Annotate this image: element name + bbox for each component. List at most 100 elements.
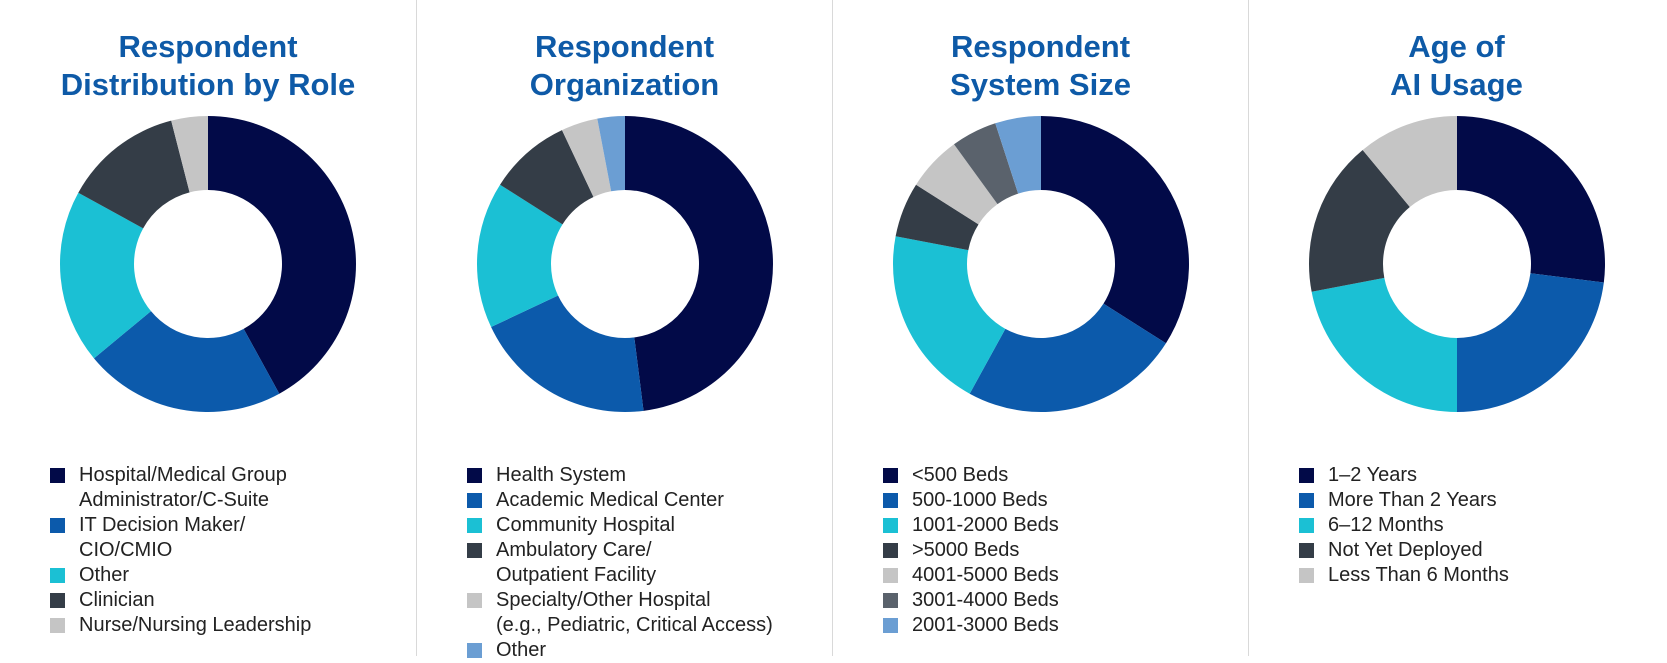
legend-label-line: (e.g., Pediatric, Critical Access) <box>496 614 773 636</box>
donut-slice-nurse-nursing-leadership <box>171 116 208 193</box>
legend-label-line: IT Decision Maker/ <box>79 514 246 536</box>
legend-item: Ambulatory Care/Outpatient Facility <box>467 538 773 588</box>
legend-swatch <box>50 568 65 583</box>
chart-title-line: Respondent <box>118 28 298 64</box>
legend-label: >5000 Beds <box>912 538 1019 563</box>
legend-item: More Than 2 Years <box>1299 488 1509 513</box>
legend-label-line: Community Hospital <box>496 514 675 536</box>
legend-label: Not Yet Deployed <box>1328 538 1483 563</box>
donut-chart <box>60 116 357 412</box>
chart-legend: <500 Beds 500-1000 Beds 1001-2000 Beds >500… <box>883 463 1059 638</box>
chart-title-line: Organization <box>529 66 720 102</box>
legend-swatch <box>1299 568 1314 583</box>
legend-item: 1001-2000 Beds <box>883 513 1059 538</box>
chart-panel-system-size: Respondent System Size <500 Beds 500-1000 … <box>832 0 1248 656</box>
legend-swatch <box>883 518 898 533</box>
legend-swatch <box>1299 543 1314 558</box>
legend-label: Specialty/Other Hospital (e.g., Pediatric… <box>496 588 773 638</box>
legend-swatch <box>467 518 482 533</box>
donut-slice-not-yet-deployed <box>1308 149 1410 292</box>
legend-swatch <box>50 593 65 608</box>
legend-label: Other <box>496 638 546 663</box>
donut-chart <box>892 116 1189 412</box>
legend-label-line: 6–12 Months <box>1328 514 1444 536</box>
legend-item: Health System <box>467 463 773 488</box>
donut-slice-1-2-years <box>1456 116 1605 283</box>
legend-item: Specialty/Other Hospital (e.g., Pediatric… <box>467 588 773 638</box>
legend-swatch <box>50 468 65 483</box>
donut-slice-more-than-2-years <box>1456 273 1604 412</box>
legend-swatch <box>1299 518 1314 533</box>
legend-label-line: Health System <box>496 464 627 486</box>
legend-label-line: More Than 2 Years <box>1328 489 1497 511</box>
legend-label: 4001-5000 Beds <box>912 563 1059 588</box>
legend-swatch <box>883 468 898 483</box>
legend-label-line: 4001-5000 Beds <box>912 564 1059 586</box>
legend-label: 3001-4000 Beds <box>912 588 1059 613</box>
legend-label-line: Hospital/Medical Group <box>79 464 287 486</box>
donut-slice-academic-medical-center <box>490 295 644 413</box>
chart-panel-ai-usage-age: Age of AI Usage 1–2 Years More Than 2 Year… <box>1248 0 1664 656</box>
legend-label: 2001-3000 Beds <box>912 613 1059 638</box>
legend-item: 2001-3000 Beds <box>883 613 1059 638</box>
legend-swatch <box>883 543 898 558</box>
legend-label-line: Less Than 6 Months <box>1328 564 1509 586</box>
legend-label-line: >5000 Beds <box>912 539 1020 561</box>
legend-swatch <box>467 643 482 658</box>
legend-label: Ambulatory Care/Outpatient Facility <box>496 538 656 588</box>
legend-label-line: 2001-3000 Beds <box>912 614 1059 636</box>
legend-swatch <box>883 493 898 508</box>
legend-label-line: Specialty/Other Hospital <box>496 589 711 611</box>
chart-legend: 1–2 Years More Than 2 Years 6–12 Months Not… <box>1299 463 1509 588</box>
legend-item: Academic Medical Center <box>467 488 773 513</box>
legend-label-line: Not Yet Deployed <box>1328 539 1483 561</box>
donut-slice-1001-2000-beds <box>892 236 1005 394</box>
donut-slice-specialty-other-hospital-e-g-pediatric-critical-access <box>561 118 611 198</box>
legend-item: Other <box>50 563 311 588</box>
donut-slice-health-system <box>624 116 773 411</box>
legend-label: Clinician <box>79 588 155 613</box>
donut-slice-clinician <box>78 120 190 229</box>
donut-chart <box>476 116 773 413</box>
donut-slice-ambulatory-care-outpatient-facility <box>499 130 593 225</box>
donut-slice-it-decision-maker-cio-cmio <box>93 311 280 412</box>
legend-label-line: 1001-2000 Beds <box>912 514 1059 536</box>
legend-label: Health System <box>496 463 626 488</box>
legend-swatch <box>467 543 482 558</box>
legend-swatch <box>467 493 482 508</box>
legend-item: <500 Beds <box>883 463 1059 488</box>
legend-label: IT Decision Maker/CIO/CMIO <box>79 513 245 563</box>
legend-swatch <box>467 593 482 608</box>
legend-label: Community Hospital <box>496 513 675 538</box>
legend-label: <500 Beds <box>912 463 1008 488</box>
legend-label-line: Administrator/C-Suite <box>79 489 270 511</box>
legend-label-line: Other <box>79 564 130 586</box>
legend-swatch <box>883 568 898 583</box>
legend-label-line: Other <box>496 639 547 661</box>
legend-label-line: 3001-4000 Beds <box>912 589 1059 611</box>
legend-swatch <box>883 618 898 633</box>
chart-panel-role: Respondent Distribution by Role Hospital/… <box>0 0 416 656</box>
legend-item: Community Hospital <box>467 513 773 538</box>
legend-item: 1–2 Years <box>1299 463 1509 488</box>
legend-item: Less Than 6 Months <box>1299 563 1509 588</box>
chart-legend: Hospital/Medical Group Administrator/C-Su… <box>50 463 311 638</box>
donut-slice-5000-beds <box>895 184 979 251</box>
donut-slice-other <box>596 116 625 192</box>
legend-item: IT Decision Maker/CIO/CMIO <box>50 513 311 563</box>
legend-item: >5000 Beds <box>883 538 1059 563</box>
legend-label-line: Nurse/Nursing Leadership <box>79 614 312 636</box>
legend-label-line: Outpatient Facility <box>496 564 657 586</box>
chart-title: Respondent System Size <box>833 28 1248 104</box>
donut-slice-other <box>60 192 151 359</box>
chart-title: Respondent Distribution by Role <box>0 28 416 104</box>
donut-slice-hospital-medical-group-administrator-c-suite <box>208 116 357 394</box>
donut-slice-500-1000-beds <box>969 303 1166 412</box>
chart-title-line: Age of <box>1408 28 1505 64</box>
legend-label: 1–2 Years <box>1328 463 1417 488</box>
legend-label: Nurse/Nursing Leadership <box>79 613 311 638</box>
legend-label: Academic Medical Center <box>496 488 724 513</box>
legend-label-line: Clinician <box>79 589 155 611</box>
legend-label-line: <500 Beds <box>912 464 1009 486</box>
